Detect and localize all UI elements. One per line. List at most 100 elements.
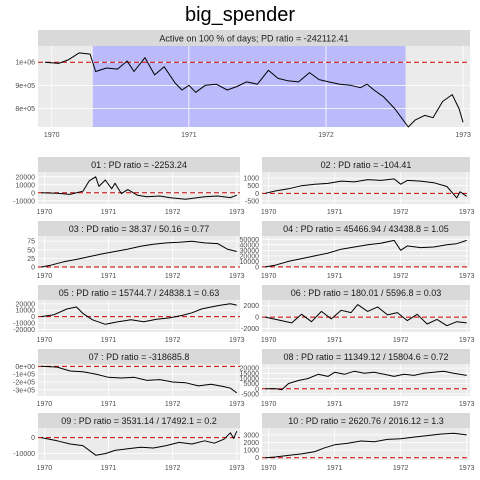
y-tick-label: 3000: [243, 432, 259, 439]
y-tick-label: 20000: [16, 301, 36, 308]
x-tick-label: 1972: [393, 465, 409, 472]
y-tick-label: 10000: [16, 182, 36, 189]
panel-strip-label: 09 : PD ratio = 3531.14 / 17492.1 = 0.2: [61, 416, 217, 426]
x-tick-label: 1970: [44, 132, 60, 139]
panel-3: 03 : PD ratio = 38.37 / 50.16 = 0.77 1970…: [27, 221, 245, 280]
panel-strip: [262, 285, 470, 300]
x-tick-label: 1970: [261, 273, 277, 280]
panel-strip-label: 08 : PD ratio = 11349.12 / 15804.6 = 0.7…: [284, 352, 449, 362]
x-tick-label: 1970: [37, 209, 53, 216]
x-tick-label: 1972: [165, 273, 181, 280]
x-tick-label: 1973: [229, 465, 245, 472]
series-line: [41, 176, 237, 200]
y-tick-label: 15000: [240, 371, 260, 378]
y-tick-label: 20000: [240, 366, 260, 373]
y-tick-label: 0: [255, 315, 259, 322]
x-tick-label: 1973: [459, 337, 475, 344]
panel-strip: [38, 349, 240, 364]
panel-strip-label: 10 : PD ratio = 2620.76 / 2016.12 = 1.3: [288, 416, 444, 426]
x-tick-label: 1971: [327, 465, 343, 472]
x-tick-label: 1972: [165, 337, 181, 344]
series-line: [41, 240, 237, 268]
panel-7: 07 : PD ratio = -318685.8 1970 1971 1972 197…: [13, 349, 245, 408]
y-tick-label: 50000: [240, 237, 260, 244]
panel-strip: [262, 413, 470, 428]
panel-strip: [262, 221, 470, 236]
panel-strip: [38, 221, 240, 236]
y-tick-label: -2e+05: [13, 379, 35, 386]
panel-strip: [262, 157, 470, 172]
plot-background: [262, 364, 470, 396]
series-line: [265, 432, 467, 459]
series-line: [41, 365, 238, 394]
panel-9: 09 : PD ratio = 3531.14 / 17492.1 = 0.2 1…: [13, 413, 245, 472]
y-tick-label: 10000: [240, 376, 260, 383]
panel-strip-label: 01 : PD ratio = -2253.24: [91, 160, 187, 170]
series-line: [41, 430, 238, 456]
panel-2: 02 : PD ratio = -104.41 1970 1971 1972 1973 -…: [243, 157, 475, 216]
panel-strip-label: 03 : PD ratio = 38.37 / 50.16 = 0.77: [69, 224, 210, 234]
panel-strip: [38, 413, 240, 428]
y-tick-label: 0: [255, 386, 259, 393]
y-tick-label: -2000: [241, 326, 259, 333]
x-tick-label: 1973: [459, 401, 475, 408]
x-tick-label: 1973: [459, 273, 475, 280]
x-tick-label: 1972: [393, 273, 409, 280]
plot-background: [38, 172, 240, 204]
y-tick-label: 0: [255, 264, 259, 271]
x-tick-label: 1971: [101, 465, 117, 472]
series-line: [265, 304, 467, 327]
panel-strip-label: 07 : PD ratio = -318685.8: [89, 352, 190, 362]
panel-strip: [38, 285, 240, 300]
x-tick-label: 1970: [261, 465, 277, 472]
y-tick-label: 30000: [240, 248, 260, 255]
x-tick-label: 1971: [181, 132, 197, 139]
series-line: [265, 239, 467, 268]
x-tick-label: 1970: [261, 209, 277, 216]
x-tick-label: 1971: [101, 337, 117, 344]
y-tick-label: 2000: [243, 303, 259, 310]
y-tick-label: 1000: [243, 448, 259, 455]
panel-strip: [262, 349, 470, 364]
series-line: [265, 178, 467, 199]
y-tick-label: -5000: [241, 391, 259, 398]
panel-strip-label: 02 : PD ratio = -104.41: [321, 160, 412, 170]
x-tick-label: 1973: [455, 132, 471, 139]
plot-background: [262, 300, 470, 332]
x-tick-label: 1973: [459, 465, 475, 472]
panel-8: 08 : PD ratio = 11349.12 / 15804.6 = 0.7…: [240, 349, 475, 408]
plot-background: [262, 172, 470, 204]
x-tick-label: 1972: [165, 465, 181, 472]
x-tick-label: 1971: [327, 401, 343, 408]
y-tick-label: 40000: [240, 242, 260, 249]
y-tick-label: 20000: [240, 253, 260, 260]
x-tick-label: 1970: [261, 337, 277, 344]
panel-strip-label: 04 : PD ratio = 45466.94 / 43438.8 = 1.0…: [283, 224, 449, 234]
y-tick-label: -10000: [13, 321, 35, 328]
x-tick-label: 1971: [101, 209, 117, 216]
y-tick-label: 0: [31, 314, 35, 321]
x-tick-label: 1972: [165, 209, 181, 216]
x-tick-label: 1971: [327, 273, 343, 280]
panel-strip-label: 06 : PD ratio = 180.01 / 5596.8 = 0.03: [291, 288, 442, 298]
y-tick-label: 25: [27, 256, 35, 263]
panel-6: 06 : PD ratio = 180.01 / 5596.8 = 0.03 19…: [241, 285, 475, 344]
x-tick-label: 1970: [37, 337, 53, 344]
y-tick-label: -20000: [13, 327, 35, 334]
panel-5: 05 : PD ratio = 15744.7 / 24838.1 = 0.63…: [13, 285, 245, 344]
y-tick-label: 10000: [240, 259, 260, 266]
x-tick-label: 1973: [229, 273, 245, 280]
plot-background: [38, 300, 240, 332]
x-tick-label: 1971: [327, 209, 343, 216]
x-tick-label: 1972: [393, 337, 409, 344]
panel-strip: [38, 157, 240, 172]
x-tick-label: 1970: [37, 273, 53, 280]
y-tick-label: -3e+05: [13, 387, 35, 394]
y-tick-label: 0: [255, 191, 259, 198]
y-tick-label: -1e+05: [13, 372, 35, 379]
y-tick-label: -500: [245, 198, 259, 205]
x-tick-label: 1972: [165, 401, 181, 408]
y-tick-label: 8e+05: [15, 106, 35, 113]
y-tick-label: 0: [31, 264, 35, 271]
x-tick-label: 1970: [37, 465, 53, 472]
